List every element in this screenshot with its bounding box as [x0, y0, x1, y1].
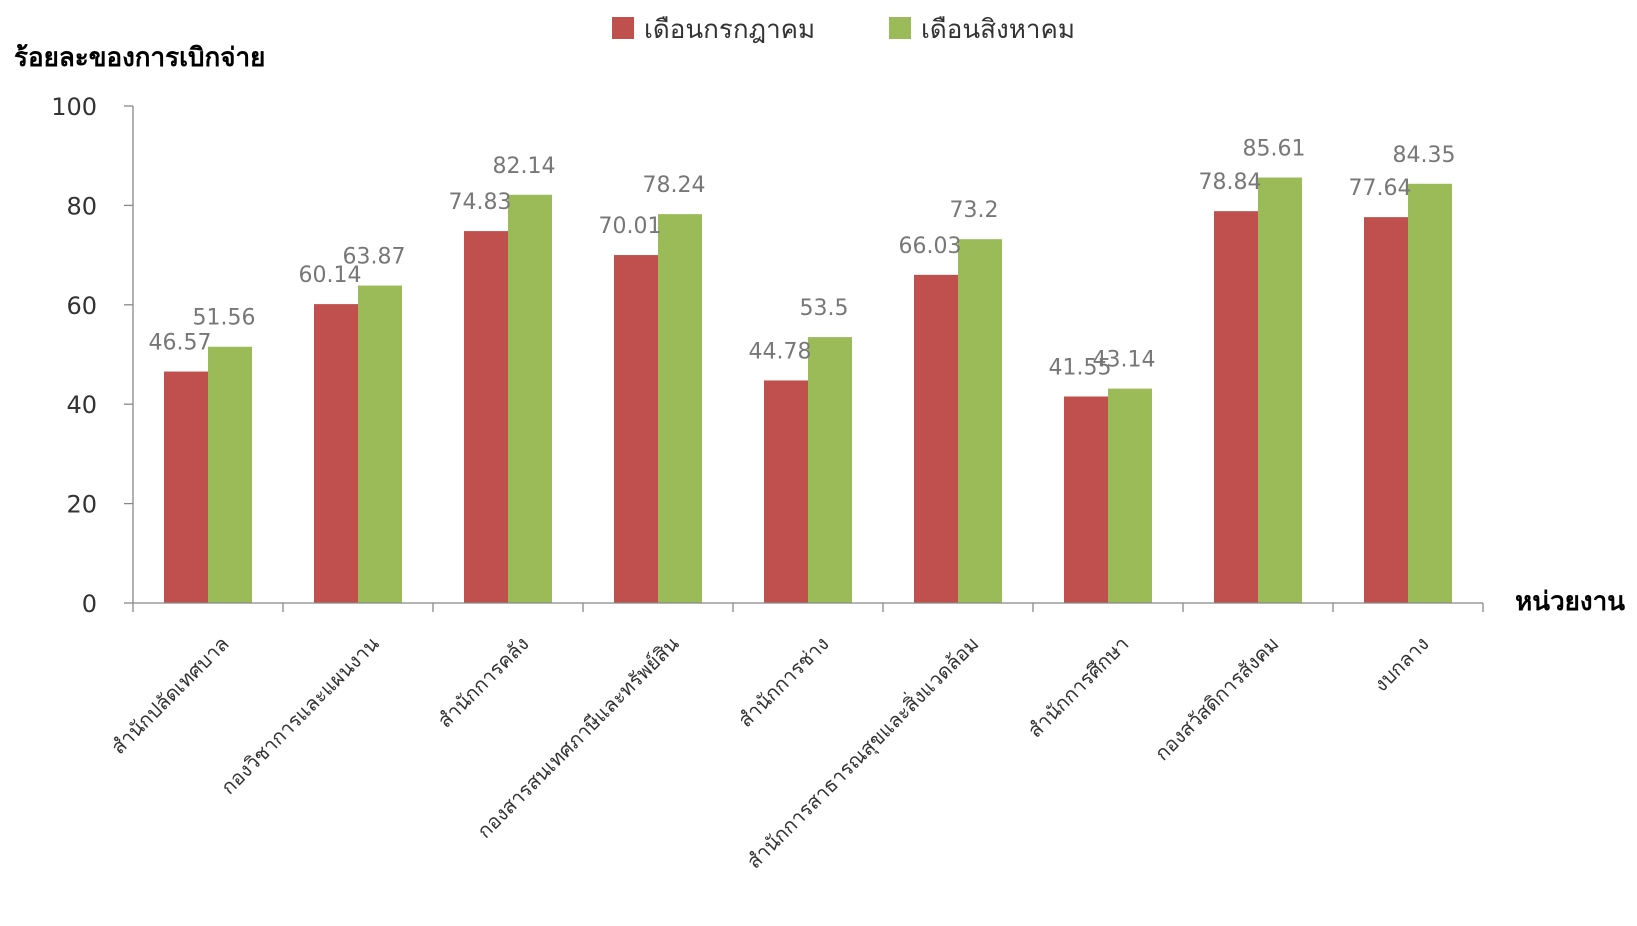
- data-label-august-8: 84.35: [1393, 143, 1456, 168]
- y-tick-label: 60: [66, 292, 97, 320]
- data-label-august-1: 63.87: [343, 245, 406, 270]
- data-label-august-3: 78.24: [643, 173, 706, 198]
- category-label-2: สำนักการคลัง: [433, 632, 534, 733]
- legend-swatch-0: [612, 17, 634, 39]
- category-label-7: กองสวัสดิการสังคม: [1150, 632, 1284, 766]
- category-label-5: สำนักการสาธารณสุขและสิ่งแวดล้อม: [740, 630, 984, 874]
- bar-august-4: [808, 337, 852, 603]
- data-label-july-1: 60.14: [299, 263, 362, 288]
- data-label-july-7: 78.84: [1199, 170, 1262, 195]
- legend-label-0: เดือนกรกฎาคม: [644, 15, 815, 45]
- bar-july-0: [164, 371, 208, 603]
- data-label-august-0: 51.56: [193, 306, 256, 331]
- x-axis-title: หน่วยงาน: [1515, 587, 1625, 617]
- bar-august-1: [358, 285, 402, 603]
- bar-august-3: [658, 214, 702, 603]
- data-label-august-7: 85.61: [1243, 137, 1306, 162]
- data-label-august-5: 73.2: [950, 198, 999, 223]
- bars: [164, 177, 1452, 604]
- category-label-1: กองวิชาการและแผนงาน: [216, 631, 384, 799]
- y-axis-title: ร้อยละของการเบิกจ่าย: [14, 43, 265, 73]
- bar-july-1: [314, 304, 358, 603]
- category-label-0: สำนักปลัดเทศบาล: [106, 632, 233, 759]
- y-tick-label: 0: [82, 590, 97, 618]
- category-label-8: งบกลาง: [1369, 632, 1434, 697]
- category-label-6: สำนักการศึกษา: [1023, 632, 1134, 743]
- data-label-july-8: 77.64: [1349, 176, 1412, 201]
- data-label-august-6: 43.14: [1093, 348, 1156, 373]
- bar-july-2: [464, 231, 508, 603]
- y-tick-label: 40: [66, 391, 97, 419]
- y-tick-label: 20: [66, 491, 97, 519]
- bar-august-8: [1408, 183, 1452, 603]
- bar-august-2: [508, 194, 552, 603]
- data-label-july-6: 41.55: [1049, 355, 1112, 380]
- bar-july-6: [1064, 396, 1108, 603]
- bar-july-7: [1214, 211, 1258, 603]
- bar-july-8: [1364, 217, 1408, 603]
- data-label-july-4: 44.78: [749, 339, 812, 364]
- bar-july-3: [614, 255, 658, 603]
- y-axis-ticks: 0 20 40 60 80 100: [51, 93, 1484, 618]
- data-label-july-0: 46.57: [149, 331, 212, 356]
- y-tick-label: 80: [66, 192, 97, 220]
- data-label-july-2: 74.83: [449, 190, 512, 215]
- data-label-august-2: 82.14: [493, 154, 556, 179]
- bar-august-7: [1258, 177, 1302, 603]
- legend-swatch-1: [889, 17, 911, 39]
- data-labels: 46.57 60.14 74.83 70.01 44.78 66.03 41.55 78.84…: [149, 137, 1456, 381]
- legend-label-1: เดือนสิงหาคม: [921, 15, 1075, 45]
- bar-august-5: [958, 239, 1002, 604]
- bar-july-5: [914, 274, 958, 603]
- legend: เดือนกรกฎาคม เดือนสิงหาคม: [612, 15, 1075, 45]
- bar-august-6: [1108, 388, 1152, 603]
- bar-july-4: [764, 380, 808, 603]
- y-tick-label: 100: [51, 93, 97, 121]
- data-label-july-5: 66.03: [899, 234, 962, 259]
- data-label-august-4: 53.5: [800, 296, 849, 321]
- bar-august-0: [208, 346, 252, 603]
- data-label-july-3: 70.01: [599, 214, 662, 239]
- category-label-4: สำนักการช่าง: [733, 632, 833, 732]
